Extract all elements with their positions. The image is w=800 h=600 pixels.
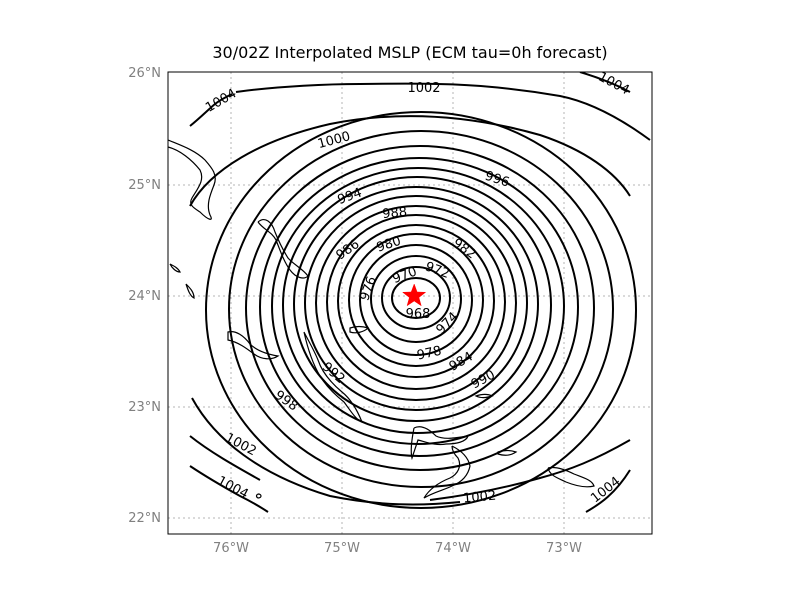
coastline-crooked-island	[410, 426, 469, 461]
contour-label: 968	[406, 307, 431, 322]
lon-tick-label: 76°W	[213, 541, 249, 556]
contour-label: 988	[382, 205, 408, 222]
isobar-998	[205, 111, 637, 509]
contour-label: 1004	[596, 70, 632, 99]
coastline-islet-2	[185, 283, 195, 299]
lat-tick-label: 23°N	[128, 400, 161, 415]
coastline-andros-north	[168, 139, 216, 220]
lon-tick-label: 75°W	[324, 541, 360, 556]
isobar-1002-se	[429, 439, 631, 501]
coastline-islet-1	[349, 325, 370, 334]
lat-tick-labels: 22°N 23°N 24°N 25°N 26°N	[128, 66, 161, 526]
contour-label: 1004	[203, 86, 239, 116]
isobar-1004-sw	[189, 465, 269, 513]
storm-center-star-icon	[402, 283, 427, 307]
lon-tick-label: 73°W	[546, 541, 582, 556]
isobar-1004-nw	[189, 93, 233, 127]
coastline-inagua	[547, 466, 595, 488]
isobar-1000	[189, 115, 631, 207]
contour-label: 976	[357, 275, 380, 303]
map-title: 30/02Z Interpolated MSLP (ECM tau=0h for…	[212, 43, 607, 62]
isobar-968	[391, 277, 441, 319]
coastline-long-island	[227, 331, 280, 360]
isobar-978	[337, 224, 495, 378]
coastline-acklins	[423, 445, 471, 499]
contour-label: 1002	[463, 489, 497, 507]
lat-tick-label: 22°N	[128, 511, 161, 526]
contour-label: 1004	[588, 474, 623, 506]
lat-tick-label: 25°N	[128, 178, 161, 193]
map-frame	[167, 71, 653, 535]
isobar-990	[271, 167, 565, 445]
contour-label: 996	[483, 169, 511, 191]
contour-label: 1002	[407, 81, 440, 96]
contour-label: 980	[375, 234, 403, 256]
isobar-992	[259, 157, 579, 457]
isobar-970	[381, 266, 451, 330]
isobar-974	[359, 244, 473, 356]
lat-tick-label: 24°N	[128, 289, 161, 304]
isobar-1002-south	[189, 435, 261, 481]
isobar-984	[304, 195, 528, 411]
coastline-islet-3	[169, 263, 181, 273]
isobar-972	[370, 255, 462, 343]
isobar-1004-ne	[579, 72, 631, 93]
contour-label: 978	[416, 344, 443, 364]
lat-tick-label: 26°N	[128, 66, 161, 81]
isobar-contours	[189, 72, 651, 513]
isobar-988	[282, 176, 552, 434]
lon-tick-label: 74°W	[435, 541, 471, 556]
isobar-994	[245, 145, 595, 471]
contour-label: 1000	[316, 129, 352, 152]
isobar-976	[348, 233, 484, 367]
isobar-980	[326, 214, 506, 390]
isobar-1000-south	[191, 397, 461, 506]
contour-label: 1004	[215, 474, 251, 503]
isobar-1002	[235, 82, 651, 141]
lon-tick-labels: 76°W 75°W 74°W 73°W	[213, 541, 582, 556]
coastline-islet-4	[255, 493, 262, 499]
contour-label: 972	[423, 259, 451, 282]
isobar-982	[315, 205, 517, 401]
isobar-996	[228, 130, 614, 488]
isobar-986	[293, 186, 539, 422]
isobar-1004-se	[585, 469, 631, 513]
contour-label: 970	[391, 264, 419, 287]
